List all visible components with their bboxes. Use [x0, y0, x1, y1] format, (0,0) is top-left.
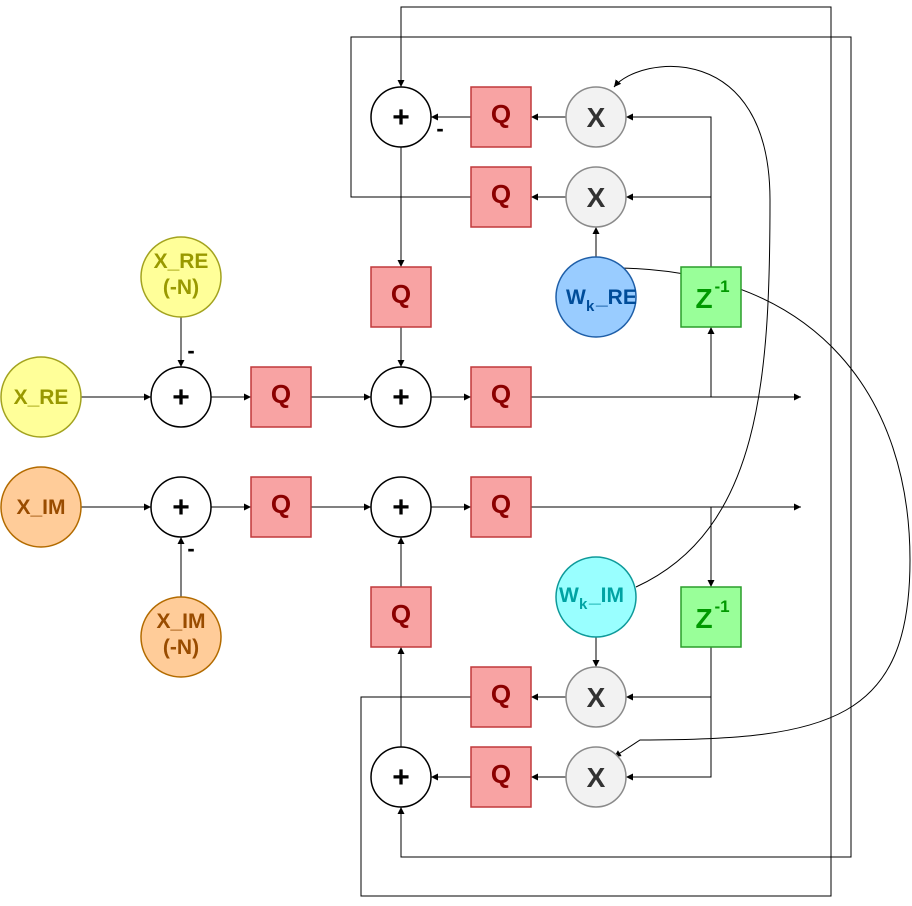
wire-wim-to-mult1: [613, 65, 771, 588]
input-label-line2: (-N): [163, 276, 199, 299]
q-label: Q: [491, 379, 511, 409]
delay-block-imag: Z -1: [680, 586, 742, 648]
q-label: Q: [491, 179, 511, 209]
q-label: Q: [491, 679, 511, 709]
plus-symbol: +: [392, 491, 410, 524]
q-block-imag-1: Q: [250, 476, 312, 538]
q-label: Q: [391, 599, 411, 629]
times-symbol: X: [587, 762, 606, 793]
wire-delay-to-mult1: [626, 113, 712, 267]
q-block-imag-feedback: Q: [370, 586, 432, 648]
twiddle-subscript: k: [579, 596, 588, 613]
adder-imag-feedback: +: [370, 476, 432, 538]
q-label: Q: [491, 489, 511, 519]
plus-symbol: +: [172, 381, 190, 414]
twiddle-subscript: k: [586, 298, 595, 315]
input-x-im: X_IM: [0, 466, 82, 548]
plus-symbol: +: [392, 381, 410, 414]
q-label: Q: [391, 279, 411, 309]
delay-block-real: Z -1: [680, 266, 742, 328]
q-block-real-1: Q: [250, 366, 312, 428]
input-label-line2: (-N): [163, 636, 199, 659]
twiddle-w: W: [559, 584, 579, 607]
q-label: Q: [491, 759, 511, 789]
multiplier-top-2: X: [565, 166, 627, 228]
delay-exponent: -1: [714, 597, 729, 616]
adder-bottom: +: [370, 746, 432, 808]
plus-symbol: +: [392, 761, 410, 794]
times-symbol: X: [587, 182, 606, 213]
twiddle-suffix: _RE: [595, 286, 637, 309]
plus-symbol: +: [392, 101, 410, 134]
q-block-real-feedback: Q: [370, 266, 432, 328]
q-block-top-2: Q: [470, 166, 532, 228]
input-label-line1: X_RE: [154, 250, 209, 273]
adder-top: +: [370, 86, 432, 148]
adder-real-input: +: [150, 366, 212, 428]
minus-sign-real-adder: -: [187, 338, 194, 363]
plus-symbol: +: [172, 491, 190, 524]
adder-imag-input: +: [150, 476, 212, 538]
multiplier-top-1: X: [565, 86, 627, 148]
delay-z: Z: [695, 603, 712, 634]
twiddle-wk-re: W k _RE: [555, 256, 637, 338]
delay-z: Z: [695, 283, 712, 314]
multiplier-bottom-1: X: [565, 666, 627, 728]
q-label: Q: [271, 489, 291, 519]
input-label: X_IM: [16, 496, 65, 519]
delay-exponent: -1: [714, 277, 729, 296]
times-symbol: X: [587, 102, 606, 133]
wires: [81, 6, 911, 897]
multiplier-bottom-2: X: [565, 746, 627, 808]
adder-real-feedback: +: [370, 366, 432, 428]
input-label-line1: X_IM: [156, 610, 205, 633]
q-block-bottom-1: Q: [470, 666, 532, 728]
wire-delay2-to-mult4: [626, 647, 712, 781]
input-x-re-delayed: X_RE (-N): [140, 236, 222, 318]
minus-sign-top-adder: -: [436, 116, 443, 141]
wire-outer-loop-bottom: [360, 6, 832, 897]
q-block-top-1: Q: [470, 86, 532, 148]
twiddle-wk-im: W k _IM: [555, 556, 637, 638]
twiddle-suffix: _IM: [588, 584, 624, 607]
q-label: Q: [271, 379, 291, 409]
q-label: Q: [491, 99, 511, 129]
input-x-im-delayed: X_IM (-N): [140, 596, 222, 678]
minus-sign-imag-adder: -: [187, 536, 194, 561]
q-block-real-2: Q: [470, 366, 532, 428]
q-block-imag-2: Q: [470, 476, 532, 538]
wire-outer-loop-top: [350, 36, 852, 858]
times-symbol: X: [587, 682, 606, 713]
twiddle-w: W: [566, 286, 586, 309]
q-block-bottom-2: Q: [470, 746, 532, 808]
wire-wre-to-mult4: [613, 267, 911, 758]
input-x-re: X_RE: [0, 356, 82, 438]
input-label: X_RE: [14, 386, 69, 409]
